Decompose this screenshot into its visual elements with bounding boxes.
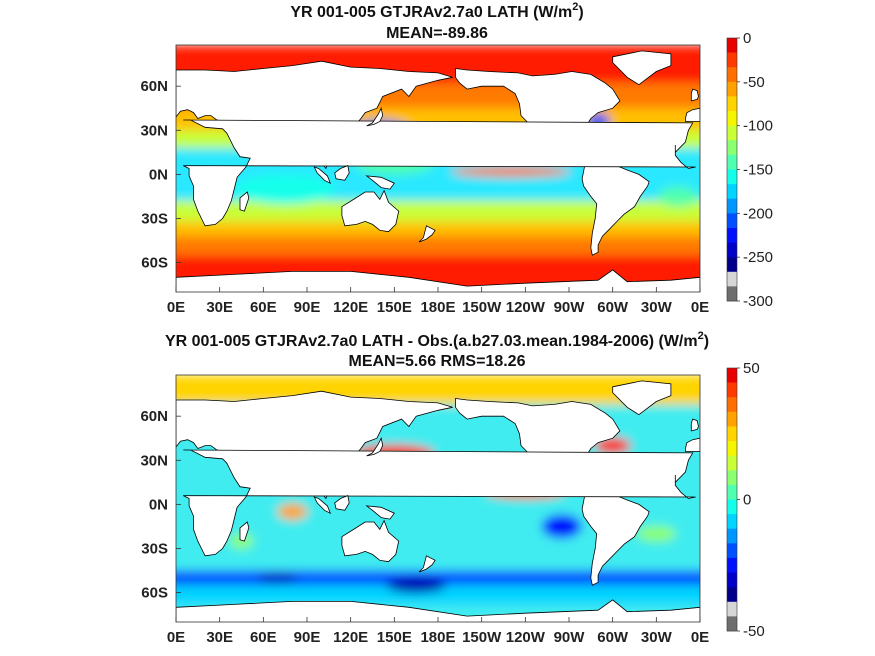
x-tick-label: 120E — [333, 629, 368, 646]
x-tick-label: 30E — [206, 299, 233, 316]
colorbar-swatch — [727, 616, 737, 632]
x-tick-label: 0E — [691, 629, 709, 646]
x-tick-label: 90W — [554, 299, 586, 316]
colorbar-tick-label: 0 — [743, 492, 751, 509]
colorbar-swatch — [727, 52, 737, 68]
y-tick-label: 30S — [141, 540, 168, 557]
colorbar-tick-label: -50 — [743, 74, 765, 91]
colorbar-swatch — [727, 111, 737, 126]
colorbar-swatch — [727, 257, 737, 273]
colorbar-swatch — [727, 242, 737, 258]
bottom-panel-map — [175, 374, 701, 623]
colorbar-tick-label: -300 — [743, 293, 773, 310]
colorbar-swatch — [727, 198, 737, 214]
colorbar-swatch — [727, 397, 737, 413]
colorbar-swatch — [727, 543, 737, 559]
x-tick-label: 0E — [167, 299, 185, 316]
colorbar-swatch — [727, 81, 737, 97]
x-tick-label: 150W — [462, 629, 502, 646]
x-tick-label: 120E — [333, 299, 368, 316]
top-panel-map — [175, 44, 701, 293]
colorbar-swatch — [727, 441, 737, 456]
x-tick-label: 120W — [506, 629, 546, 646]
colorbar-tick-label: -50 — [743, 623, 765, 640]
colorbar-swatch — [727, 382, 737, 398]
colorbar-swatch — [727, 455, 737, 471]
x-tick-label: 180E — [420, 299, 455, 316]
colorbar-tick-label: 0 — [743, 30, 751, 47]
x-tick-label: 0E — [167, 629, 185, 646]
colorbar-swatch — [727, 499, 737, 515]
colorbar-swatch — [727, 140, 737, 156]
x-tick-label: 90W — [554, 629, 586, 646]
colorbar-swatch — [727, 38, 737, 53]
colorbar-swatch — [727, 601, 737, 617]
colorbar-swatch — [727, 368, 737, 383]
colorbar-swatch — [727, 411, 737, 427]
x-tick-label: 150E — [377, 299, 412, 316]
colorbar-tick-label: -200 — [743, 205, 773, 222]
x-tick-label: 30E — [206, 629, 233, 646]
colorbar-swatch — [727, 154, 737, 170]
colorbar-swatch — [727, 514, 737, 530]
colorbar-swatch — [727, 426, 737, 442]
colorbar-swatch — [727, 286, 737, 302]
bottom-panel-colorbar: 50 0 -50 — [726, 360, 765, 640]
y-tick-label: 30S — [141, 210, 168, 227]
colorbar-swatch — [727, 271, 737, 287]
x-tick-label: 30W — [641, 629, 673, 646]
bottom-panel-stats: MEAN=5.66 RMS=18.26 — [349, 353, 526, 370]
colorbar-tick-label: -150 — [743, 162, 773, 179]
colorbar-swatch — [727, 213, 737, 229]
top-panel-mean: MEAN=-89.86 — [386, 25, 488, 42]
x-tick-label: 90E — [294, 629, 321, 646]
colorbar-swatch — [727, 184, 737, 200]
x-tick-label: 60W — [597, 299, 629, 316]
colorbar-swatch — [727, 67, 737, 83]
x-tick-label: 30W — [641, 299, 673, 316]
x-tick-label: 60W — [597, 629, 629, 646]
colorbar-swatch — [727, 587, 737, 603]
y-tick-label: 0N — [149, 496, 168, 513]
y-tick-label: 60S — [141, 585, 168, 602]
colorbar-swatch — [727, 96, 737, 112]
colorbar-swatch — [727, 572, 737, 588]
colorbar-swatch — [727, 125, 737, 141]
y-tick-label: 60N — [140, 78, 168, 95]
y-tick-label: 30N — [140, 452, 168, 469]
x-tick-label: 90E — [294, 299, 321, 316]
x-tick-label: 150W — [462, 299, 502, 316]
y-tick-label: 60S — [141, 255, 168, 272]
x-tick-label: 60E — [250, 629, 277, 646]
colorbar-swatch — [727, 557, 737, 573]
colorbar-tick-label: -100 — [743, 118, 773, 135]
colorbar-swatch — [727, 227, 737, 243]
colorbar-swatch — [727, 470, 737, 486]
x-tick-label: 0E — [691, 299, 709, 316]
bottom-panel-title: YR 001-005 GTJRAv2.7a0 LATH - Obs.(a.b27… — [165, 330, 709, 350]
y-tick-label: 30N — [140, 122, 168, 139]
colorbar-swatch — [727, 484, 737, 500]
x-tick-label: 120W — [506, 299, 546, 316]
top-panel-title: YR 001-005 GTJRAv2.7a0 LATH (W/m2) — [290, 1, 583, 21]
x-tick-label: 180E — [420, 629, 455, 646]
colorbar-tick-label: 50 — [743, 360, 760, 377]
bottom-panel-axes: 0E 30E 60E 90E 120E 150E 180E 150W 120W 90W 60W 30W… — [140, 408, 709, 646]
colorbar-tick-label: -250 — [743, 249, 773, 266]
y-tick-label: 60N — [140, 408, 168, 425]
x-tick-label: 150E — [377, 629, 412, 646]
colorbar-swatch — [727, 528, 737, 544]
top-panel-colorbar: 0 -50 -100 -150 -200 -250 -300 — [726, 30, 773, 310]
x-tick-label: 60E — [250, 299, 277, 316]
top-panel-axes: 0E 30E 60E 90E 120E 150E 180E 150W 120W 90W 60W 30W… — [140, 78, 709, 316]
colorbar-swatch — [727, 169, 737, 185]
y-tick-label: 0N — [149, 166, 168, 183]
